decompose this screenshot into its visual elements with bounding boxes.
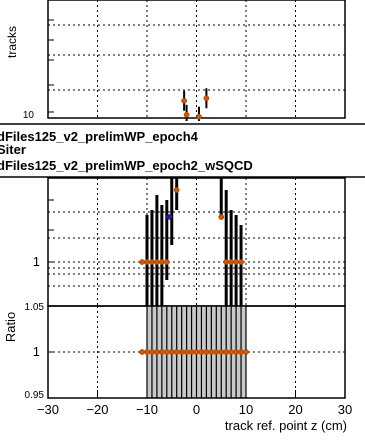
- top-data-point: [181, 97, 187, 104]
- middle-frame: [47, 177, 346, 307]
- x-tick-label: −30: [37, 402, 59, 417]
- middle-data-point: [233, 259, 239, 265]
- middle-data-point: [139, 259, 145, 265]
- ratio-ylabel: Ratio: [3, 312, 18, 342]
- ratio-data-point: [198, 349, 205, 355]
- ratio-data-point: [218, 349, 225, 355]
- ratio-data-point: [213, 349, 220, 355]
- top-ylabel: tracks: [5, 26, 19, 58]
- top-ytick-label: 10: [23, 110, 35, 121]
- ratio-data-point: [178, 349, 185, 355]
- legend: dFiles125_v2_prelimWP_epoch4SiterdFiles1…: [0, 121, 365, 178]
- x-tick-label: 30: [338, 402, 352, 417]
- middle-data-point: [163, 259, 170, 265]
- x-tick-label: 20: [288, 402, 302, 417]
- ratio-ytick-label: 1.05: [25, 302, 45, 313]
- middle-data-point: [238, 259, 244, 265]
- ratio-data-point: [154, 349, 160, 355]
- legend-entry: dFiles125_v2_prelimWP_epoch2_wSQCD: [0, 158, 253, 173]
- top-panel: 10 tracks: [5, 0, 346, 127]
- middle-data-point: [144, 259, 150, 265]
- middle-panel: 1: [33, 177, 346, 307]
- ratio-data-point: [238, 349, 244, 355]
- middle-data-point: [228, 259, 234, 265]
- middle-data-point: [149, 259, 155, 265]
- middle-data-point: [173, 187, 180, 193]
- ratio-data-point: [173, 349, 180, 355]
- ratio-data-point: [228, 349, 234, 355]
- middle-data-point-blue: [166, 214, 173, 220]
- ratio-data-point: [233, 349, 239, 355]
- legend-box: [0, 121, 365, 177]
- ratio-data-point: [223, 349, 230, 355]
- x-tick-label: 0: [193, 402, 200, 417]
- middle-data-point: [154, 259, 160, 265]
- top-data-point: [196, 113, 202, 120]
- top-data-point: [203, 95, 210, 102]
- ratio-data-point: [144, 349, 150, 355]
- ratio-data-point: [168, 349, 175, 355]
- x-axis-label: track ref. point z (cm): [225, 418, 347, 433]
- x-tick-label: −10: [136, 402, 158, 417]
- middle-ytick-label: 1: [33, 254, 40, 269]
- ratio-data-point: [203, 349, 210, 355]
- top-data-point: [183, 111, 190, 118]
- ratio-data-point: [243, 349, 249, 355]
- ratio-ytick-label: 1: [33, 344, 40, 359]
- x-tick-label: 10: [239, 402, 253, 417]
- ratio-data-point: [188, 349, 195, 355]
- x-tick-label: −20: [86, 402, 108, 417]
- ratio-data-point: [139, 349, 145, 355]
- middle-data-point: [159, 259, 165, 265]
- ratio-data-point: [183, 349, 190, 355]
- middle-data-point: [218, 214, 225, 220]
- ratio-data-point: [149, 349, 155, 355]
- ratio-data-point: [159, 349, 165, 355]
- ratio-data-point: [208, 349, 215, 355]
- middle-data-point: [223, 259, 230, 265]
- ratio-data-point: [163, 349, 170, 355]
- ratio-data-point: [193, 349, 200, 355]
- legend-entry: dFiles125_v2_prelimWP_epoch4: [0, 129, 199, 144]
- ratio-ytick-label: 0.95: [25, 390, 45, 401]
- legend-entry: Siter: [0, 142, 26, 157]
